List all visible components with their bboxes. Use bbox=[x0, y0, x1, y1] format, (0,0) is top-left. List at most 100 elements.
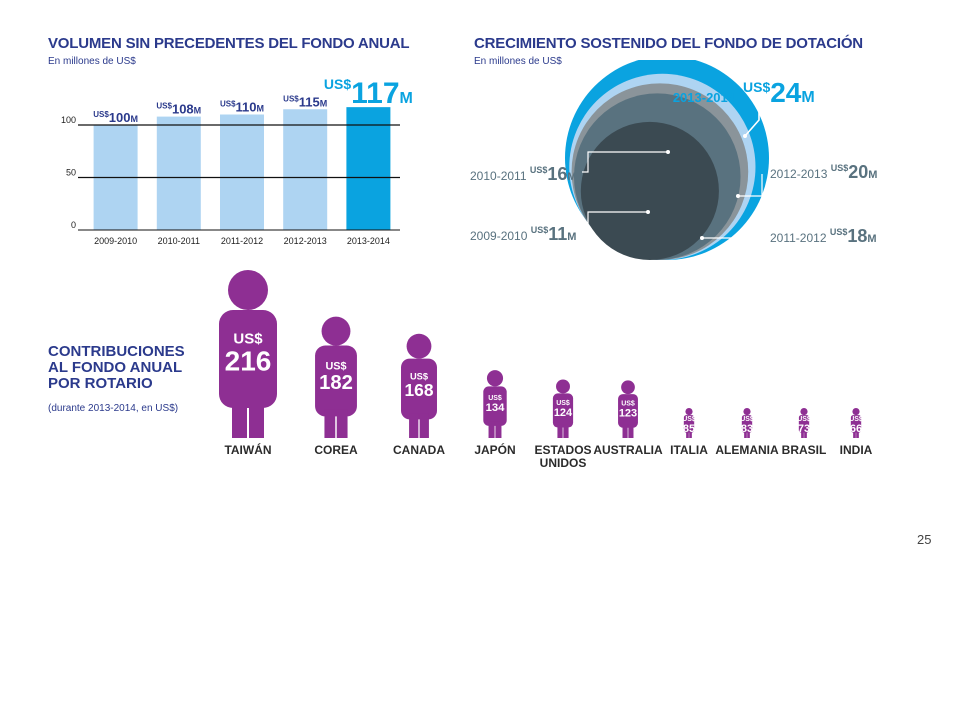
data-label-suffix: M bbox=[320, 98, 328, 108]
person-leg bbox=[628, 424, 634, 438]
person-value-prefix: US$ bbox=[849, 416, 863, 423]
person-leg bbox=[409, 413, 419, 438]
person-leg bbox=[686, 430, 689, 438]
person-leg bbox=[804, 430, 807, 438]
person-leg bbox=[249, 398, 264, 438]
data-label: US$115M bbox=[283, 94, 327, 109]
bubble-label-prefix: US$ bbox=[743, 79, 770, 95]
country-label: AUSTRALIA bbox=[593, 443, 663, 457]
person-head bbox=[321, 316, 351, 346]
person-body bbox=[552, 393, 574, 428]
person-value: 182 bbox=[319, 372, 353, 394]
data-label: US$117M bbox=[324, 76, 413, 110]
x-tick-label: 2013-2014 bbox=[347, 236, 390, 246]
bubble-label: 2013-2014 bbox=[673, 90, 736, 105]
bubble-label-year: 2011-2012 bbox=[770, 231, 830, 245]
bubble-label-suffix: M bbox=[567, 171, 576, 183]
bubble-label-prefix: US$ bbox=[530, 165, 548, 175]
person-head bbox=[406, 333, 432, 359]
bubble bbox=[580, 121, 719, 260]
leader-line bbox=[738, 174, 763, 197]
x-tick-label: 2011-2012 bbox=[221, 236, 263, 246]
person-body bbox=[401, 358, 437, 420]
data-label-value: 110 bbox=[236, 100, 257, 115]
person-value: 168 bbox=[405, 380, 434, 400]
person-leg bbox=[557, 424, 563, 438]
y-tick-label: 0 bbox=[71, 220, 76, 230]
bar bbox=[346, 107, 391, 230]
pictogram-title-line: POR ROTARIO bbox=[48, 375, 153, 392]
person-value-prefix: US$ bbox=[682, 416, 696, 423]
person-leg bbox=[853, 430, 856, 438]
data-label-prefix: US$ bbox=[324, 76, 351, 92]
bar-chart: US$100M2009-2010US$108M2010-2011US$110M2… bbox=[61, 76, 413, 246]
person-value-prefix: US$ bbox=[740, 416, 754, 423]
bar-chart-subtitle: En millones de US$ bbox=[48, 56, 136, 67]
bubble-label-value: 24 bbox=[770, 77, 802, 108]
person-head bbox=[486, 370, 504, 387]
country-label: TAIWÁN bbox=[224, 442, 271, 457]
person-leg bbox=[232, 398, 247, 438]
person-body bbox=[741, 415, 753, 433]
x-tick-label: 2009-2010 bbox=[94, 236, 137, 246]
person-body bbox=[798, 415, 810, 433]
x-tick-label: 2010-2011 bbox=[158, 236, 200, 246]
person-value-prefix: US$ bbox=[488, 395, 502, 402]
person-value-prefix: US$ bbox=[556, 400, 570, 407]
bubble-label-suffix: M bbox=[801, 89, 814, 106]
person-body bbox=[483, 386, 507, 426]
bubble-label: 2009-2010 US$11M bbox=[470, 224, 576, 244]
person-leg bbox=[488, 421, 495, 438]
country-label: COREA bbox=[314, 443, 358, 457]
person-head bbox=[556, 379, 570, 394]
person-leg bbox=[324, 409, 336, 438]
bubble-label-year: 2009-2010 bbox=[470, 229, 531, 243]
bar bbox=[283, 109, 328, 230]
data-label: US$100M bbox=[93, 110, 138, 125]
person-head bbox=[621, 380, 635, 395]
person-leg bbox=[336, 409, 348, 438]
bubble-label-suffix: M bbox=[868, 169, 877, 181]
person-body bbox=[219, 310, 277, 408]
person-body bbox=[618, 394, 638, 428]
person-value-prefix: US$ bbox=[325, 361, 346, 373]
person-value-prefix: US$ bbox=[410, 371, 429, 381]
person-leg bbox=[563, 424, 569, 438]
country-label: ITALIA bbox=[670, 443, 708, 457]
bubble-label-year: 2012-2013 bbox=[770, 167, 831, 181]
data-label-suffix: M bbox=[130, 114, 138, 124]
pictogram-title-line: CONTRIBUCIONES bbox=[48, 343, 185, 360]
leader-dot bbox=[700, 236, 704, 240]
person-head bbox=[685, 408, 693, 416]
pictogram-title: CONTRIBUCIONES AL FONDO ANUAL POR ROTARI… bbox=[48, 344, 218, 392]
bubble-label-value: 20 bbox=[848, 162, 868, 182]
country-label: JAPÓN bbox=[474, 442, 515, 457]
country-label: CANADA bbox=[393, 443, 445, 457]
person-leg bbox=[419, 413, 429, 438]
country-label: BRASIL bbox=[782, 443, 827, 457]
leader-dot bbox=[666, 150, 670, 154]
country-label: INDIA bbox=[840, 443, 873, 457]
leader-line bbox=[744, 108, 760, 137]
data-label-prefix: US$ bbox=[156, 102, 172, 111]
bubble-label-suffix: M bbox=[867, 233, 876, 245]
person-value: 123 bbox=[619, 408, 637, 420]
country-label: ESTADOS bbox=[534, 443, 591, 457]
bar bbox=[220, 114, 264, 230]
data-label-value: 117 bbox=[351, 77, 399, 110]
data-label: US$108M bbox=[156, 102, 201, 117]
person-body bbox=[683, 415, 695, 433]
person-leg bbox=[495, 421, 502, 438]
person-leg bbox=[744, 430, 747, 438]
pictogram-subtitle: (durante 2013-2014, en US$) bbox=[48, 403, 179, 414]
leader-dot bbox=[736, 194, 740, 198]
person-head bbox=[743, 408, 751, 416]
person-value: 73 bbox=[798, 423, 810, 435]
person-value: 216 bbox=[225, 345, 272, 376]
y-tick-label: 100 bbox=[61, 115, 76, 125]
bubble-chart-subtitle: En millones de US$ bbox=[474, 56, 562, 67]
bubble-label-prefix: US$ bbox=[531, 225, 549, 235]
bubble-label-prefix: US$ bbox=[831, 163, 849, 173]
person-value: 124 bbox=[554, 407, 573, 419]
